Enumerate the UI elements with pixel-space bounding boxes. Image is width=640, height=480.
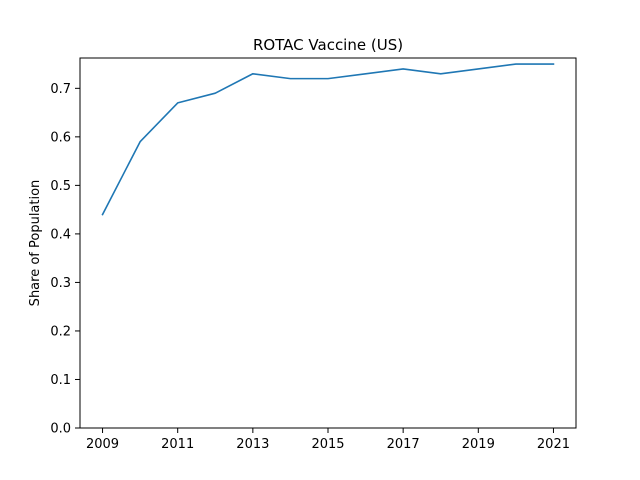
x-tick-label: 2013 bbox=[236, 437, 269, 452]
y-axis-title: Share of Population bbox=[28, 180, 43, 307]
chart-title: ROTAC Vaccine (US) bbox=[253, 36, 403, 54]
y-tick-label: 0.2 bbox=[50, 324, 71, 339]
x-tick-label: 2019 bbox=[462, 437, 495, 452]
y-tick-label: 0.6 bbox=[50, 130, 71, 145]
x-tick-label: 2009 bbox=[86, 437, 119, 452]
series-layer bbox=[101, 63, 555, 216]
x-tick-label: 2011 bbox=[161, 437, 194, 452]
plot-area: 2009 2011 2013 2015 2017 2019 2021 0.00.10.20.… bbox=[50, 57, 577, 452]
y-axis: 0.0 0.1 0.2 0.3 0.4 0.5 0.6 0.7 bbox=[50, 82, 80, 437]
y-tick-label: 0.4 bbox=[50, 227, 71, 242]
y-tick-label: 0.3 bbox=[50, 276, 71, 291]
y-tick-label: 0.5 bbox=[50, 179, 71, 194]
x-tick-label: 2015 bbox=[311, 437, 344, 452]
x-tick-label: 2017 bbox=[387, 437, 420, 452]
y-tick-label: 0.0 bbox=[50, 422, 71, 437]
series-line bbox=[101, 63, 555, 216]
x-axis: 2009 2011 2013 2015 2017 2019 2021 bbox=[86, 428, 570, 452]
x-tick-label: 2021 bbox=[537, 437, 570, 452]
y-tick-label: 0.7 bbox=[50, 82, 71, 97]
y-tick-label: 0.1 bbox=[50, 373, 71, 388]
